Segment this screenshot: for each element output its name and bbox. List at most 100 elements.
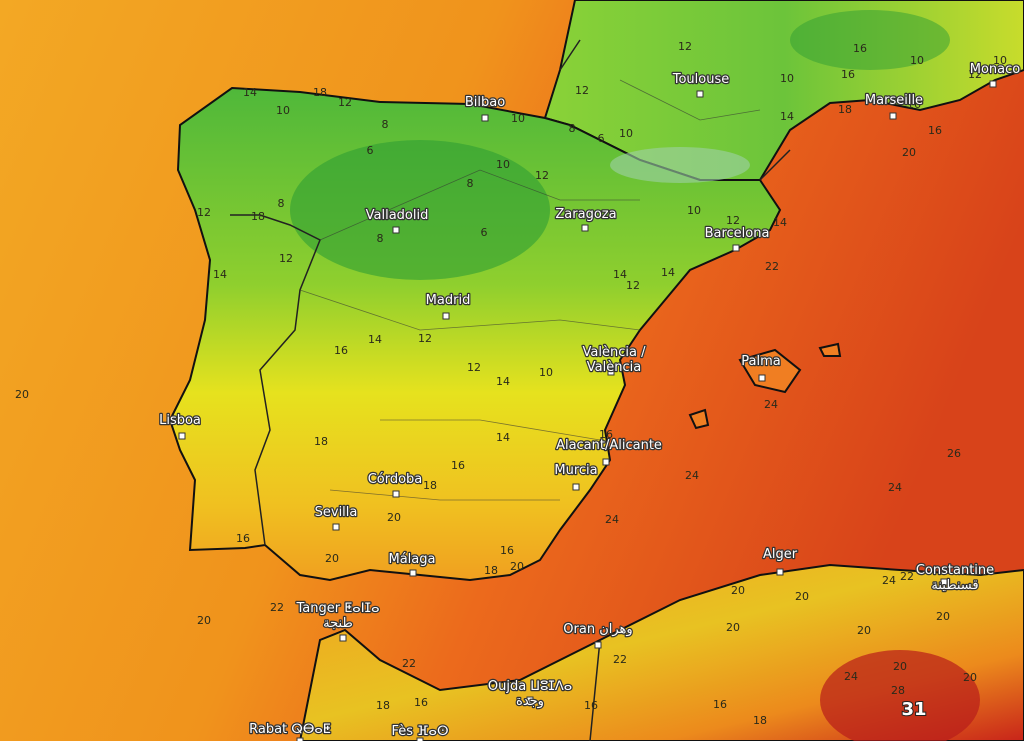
isotherm-label: 14 — [243, 86, 257, 99]
isotherm-label: 14 — [496, 375, 510, 388]
city-marker — [594, 641, 602, 649]
isotherm-label: 14 — [661, 266, 675, 279]
isotherm-label: 18 — [838, 103, 852, 116]
isotherm-label: 12 — [197, 206, 211, 219]
city-label: Málaga — [389, 552, 436, 567]
isotherm-label: 12 — [535, 169, 549, 182]
isotherm-label: 31 — [901, 699, 926, 720]
isotherm-label: 24 — [844, 670, 858, 683]
isotherm-label: 6 — [481, 226, 488, 239]
isotherm-label: 12 — [575, 84, 589, 97]
isotherm-label: 10 — [993, 54, 1007, 67]
city-label: Lisboa — [159, 413, 201, 428]
city-label-line2: وجدة — [516, 694, 544, 709]
isotherm-label: 10 — [780, 72, 794, 85]
isotherm-label: 22 — [765, 260, 779, 273]
alps-cold — [790, 10, 950, 70]
city-label: Bilbao — [465, 95, 505, 110]
city-label: Barcelona — [705, 226, 770, 241]
isotherm-label: 24 — [888, 481, 902, 494]
city-label: Tanger ⵟⴰⵏⵊⴰ — [296, 601, 380, 616]
isotherm-label: 16 — [451, 459, 465, 472]
isotherm-label: 8 — [382, 118, 389, 131]
isotherm-label: 26 — [947, 447, 961, 460]
hot-area — [820, 650, 980, 741]
isotherm-label: 16 — [853, 42, 867, 55]
isotherm-label: 18 — [376, 699, 390, 712]
isotherm-label: 14 — [773, 216, 787, 229]
city-marker — [392, 490, 400, 498]
isotherm-label: 10 — [511, 112, 525, 125]
cold-area — [290, 140, 550, 280]
city-marker — [416, 737, 424, 741]
city-label-line2: طنجة — [323, 616, 353, 631]
isotherm-label: 20 — [15, 388, 29, 401]
borders — [230, 39, 791, 741]
isotherm-label: 10 — [619, 127, 633, 140]
isotherm-label: 16 — [841, 68, 855, 81]
isotherm-label: 24 — [764, 398, 778, 411]
city-marker — [758, 374, 766, 382]
city-label: Madrid — [426, 293, 471, 308]
isotherm-label: 22 — [402, 657, 416, 670]
isotherm-label: 22 — [270, 601, 284, 614]
city-marker — [989, 80, 997, 88]
city-label: Córdoba — [368, 472, 423, 487]
isotherm-label: 20 — [731, 584, 745, 597]
isotherm-label: 20 — [510, 560, 524, 573]
city-label-line2: València — [587, 360, 641, 375]
isotherm-label: 22 — [900, 570, 914, 583]
city-label: Alger — [763, 547, 798, 562]
city-marker — [526, 696, 534, 704]
isotherm-label: 10 — [910, 54, 924, 67]
isotherm-label: 10 — [496, 158, 510, 171]
city-label: Constantine — [916, 563, 994, 578]
city-marker — [776, 568, 784, 576]
isotherm-label: 24 — [685, 469, 699, 482]
balearic-islands — [688, 342, 842, 430]
isotherm-label: 20 — [387, 511, 401, 524]
isotherm-label: 12 — [338, 96, 352, 109]
city-label: Murcia — [554, 463, 597, 478]
city-label: Alacant/Alicante — [556, 438, 662, 453]
isotherm-label: 18 — [484, 564, 498, 577]
isotherm-label: 18 — [314, 435, 328, 448]
isotherm-label: 18 — [251, 210, 265, 223]
isotherm-label: 12 — [418, 332, 432, 345]
pyrenees-cold — [610, 147, 750, 183]
city-marker — [607, 368, 615, 376]
city-marker — [602, 458, 610, 466]
city-marker — [732, 244, 740, 252]
city-label: Oran وهران — [563, 622, 632, 637]
isotherm-label: 6 — [598, 132, 605, 145]
city-marker — [332, 523, 340, 531]
city-label: Monaco — [970, 62, 1021, 77]
city-label: Toulouse — [672, 72, 730, 87]
isotherm-label: 16 — [414, 696, 428, 709]
city-label: Valladolid — [366, 208, 429, 223]
isotherm-label: 28 — [891, 684, 905, 697]
isotherm-label: 14 — [780, 110, 794, 123]
isotherm-label: 10 — [539, 366, 553, 379]
city-marker — [442, 312, 450, 320]
city-marker — [339, 634, 347, 642]
regions — [299, 79, 761, 501]
city-label: València / — [583, 345, 647, 360]
isotherm-label: 16 — [928, 124, 942, 137]
city-marker — [481, 114, 489, 122]
city-label: Rabat ⵕⴱⴰⵟ — [249, 722, 331, 737]
isotherm-label: 12 — [968, 68, 982, 81]
isotherm-label: 20 — [936, 610, 950, 623]
isotherm-label: 12 — [467, 361, 481, 374]
isotherm-label: 22 — [613, 653, 627, 666]
isotherm-label: 14 — [613, 268, 627, 281]
isotherm-label: 12 — [626, 279, 640, 292]
isotherm-label: 20 — [963, 671, 977, 684]
city-label: Palma — [741, 354, 780, 369]
isotherm-label: 10 — [276, 104, 290, 117]
isotherm-label: 16 — [500, 544, 514, 557]
isotherm-label: 12 — [279, 252, 293, 265]
isotherm-label: 20 — [893, 660, 907, 673]
